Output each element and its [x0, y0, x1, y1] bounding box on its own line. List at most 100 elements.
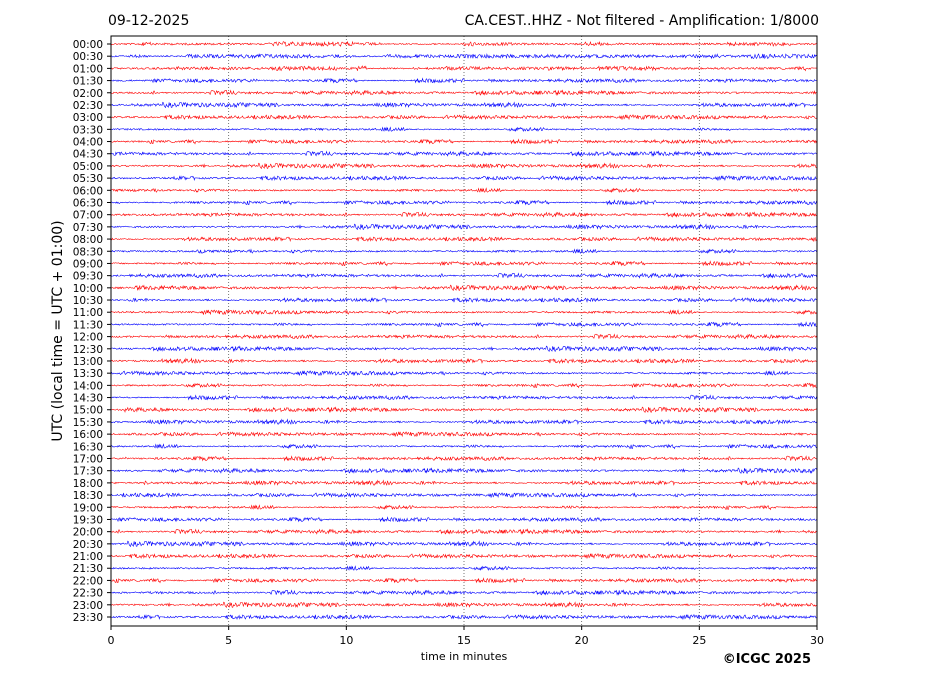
y-tick-label: 21:30: [73, 563, 103, 575]
trace-0930: [110, 272, 817, 279]
y-tick-label: 14:00: [73, 380, 103, 392]
trace-0330: [110, 126, 817, 133]
y-tick-label: 18:30: [73, 490, 103, 502]
y-tick-label: 12:30: [73, 344, 103, 356]
x-tick-label: 10: [339, 634, 353, 647]
trace-0430: [110, 150, 817, 157]
x-axis-label: time in minutes: [421, 650, 508, 663]
trace-1600: [110, 431, 817, 438]
y-tick-label: 11:00: [73, 307, 103, 319]
y-tick-label: 16:00: [73, 429, 103, 441]
y-tick-label: 03:30: [73, 124, 103, 136]
trace-0530: [110, 175, 817, 182]
y-tick-label: 15:30: [73, 417, 103, 429]
trace-1000: [110, 284, 817, 291]
trace-2100: [110, 553, 817, 559]
y-tick-label: 06:30: [73, 197, 103, 209]
trace-1100: [110, 309, 817, 316]
x-axis-ticks: 0 5 10 15 20 25 30: [108, 626, 824, 647]
traces: [110, 40, 817, 620]
trace-1630: [110, 443, 817, 450]
trace-0830: [110, 248, 817, 254]
chart-title: CA.CEST..HHZ - Not filtered - Amplificat…: [465, 13, 819, 29]
trace-1900: [110, 504, 817, 511]
y-tick-label: 01:00: [73, 63, 103, 75]
y-tick-label: 13:30: [73, 368, 103, 380]
y-tick-label: 02:30: [73, 100, 103, 112]
y-tick-label: 08:00: [73, 234, 103, 246]
trace-0730: [110, 223, 817, 230]
y-tick-label: 10:30: [73, 295, 103, 307]
y-tick-label: 05:00: [73, 161, 103, 173]
trace-0400: [110, 138, 817, 145]
y-tick-label: 23:00: [73, 600, 103, 612]
trace-0700: [110, 211, 817, 218]
y-tick-label: 00:30: [73, 51, 103, 63]
y-tick-label: 04:30: [73, 149, 103, 161]
y-tick-label: 01:30: [73, 76, 103, 88]
y-tick-label: 11:30: [73, 319, 103, 331]
y-tick-label: 21:00: [73, 551, 103, 563]
trace-0100: [110, 65, 817, 72]
copyright-label: ©ICGC 2025: [723, 652, 811, 667]
trace-1530: [110, 418, 817, 425]
y-tick-label: 13:00: [73, 356, 103, 368]
y-tick-label: 16:30: [73, 441, 103, 453]
trace-2030: [110, 540, 817, 547]
y-tick-label: 09:30: [73, 271, 103, 283]
y-tick-label: 04:00: [73, 137, 103, 149]
x-tick-label: 20: [575, 634, 589, 647]
trace-2230: [110, 589, 817, 596]
trace-2200: [110, 577, 817, 584]
trace-0800: [110, 236, 817, 242]
y-tick-label: 22:00: [73, 575, 103, 587]
trace-1330: [110, 370, 817, 377]
trace-1500: [110, 406, 817, 413]
trace-1030: [110, 297, 817, 303]
y-tick-label: 12:00: [73, 332, 103, 344]
y-tick-label: 19:00: [73, 502, 103, 514]
y-tick-label: 10:00: [73, 283, 103, 295]
trace-2330: [110, 614, 817, 620]
trace-0230: [110, 101, 817, 109]
trace-0600: [110, 187, 817, 193]
y-tick-label: 15:00: [73, 405, 103, 417]
y-tick-label: 07:00: [73, 210, 103, 222]
y-tick-label: 23:30: [73, 612, 103, 624]
plot-frame: [110, 35, 818, 627]
trace-0500: [110, 162, 817, 170]
trace-0900: [110, 260, 817, 267]
trace-1800: [110, 479, 817, 486]
trace-0030: [110, 53, 817, 60]
trace-1300: [110, 357, 817, 364]
trace-1730: [110, 467, 817, 474]
y-axis-label: UTC (local time = UTC + 01:00): [50, 220, 66, 441]
y-tick-label: 09:00: [73, 258, 103, 270]
y-axis-ticks: 00:0000:3001:0001:3002:0002:3003:0003:30…: [73, 39, 111, 624]
trace-1200: [110, 333, 817, 340]
y-tick-label: 02:00: [73, 88, 103, 100]
trace-2300: [110, 601, 817, 608]
y-tick-label: 07:30: [73, 222, 103, 234]
trace-1130: [110, 321, 817, 328]
trace-0300: [110, 114, 817, 121]
y-tick-label: 17:30: [73, 466, 103, 478]
trace-1830: [110, 492, 817, 499]
x-tick-label: 0: [108, 634, 115, 647]
y-tick-label: 06:00: [73, 185, 103, 197]
y-tick-label: 22:30: [73, 588, 103, 600]
date-label: 09-12-2025: [108, 13, 189, 29]
trace-0200: [110, 89, 817, 96]
y-tick-label: 05:30: [73, 173, 103, 185]
y-tick-label: 19:30: [73, 514, 103, 526]
y-tick-label: 18:00: [73, 478, 103, 490]
y-tick-label: 03:00: [73, 112, 103, 124]
trace-1930: [110, 516, 817, 523]
x-tick-label: 5: [225, 634, 232, 647]
x-tick-label: 25: [692, 634, 706, 647]
y-tick-label: 08:30: [73, 246, 103, 258]
trace-1430: [110, 394, 817, 401]
trace-1400: [110, 382, 817, 389]
y-tick-label: 20:00: [73, 527, 103, 539]
trace-0130: [110, 77, 817, 84]
